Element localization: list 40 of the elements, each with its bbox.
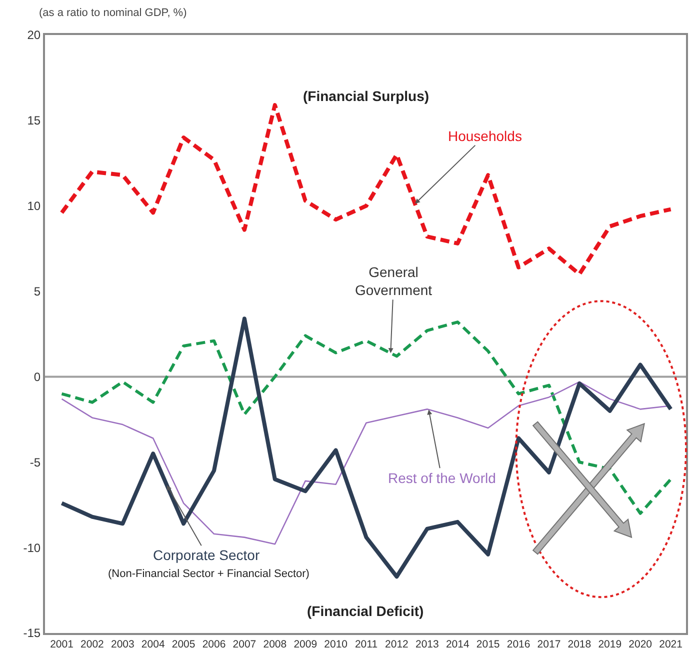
x-tick-label: 2006 (202, 638, 226, 651)
x-tick-label: 2016 (506, 638, 530, 651)
y-tick-label: 0 (34, 370, 41, 384)
x-tick-label: 2004 (141, 638, 165, 651)
x-tick-label: 2015 (476, 638, 500, 651)
x-tick-label: 2014 (446, 638, 470, 651)
x-tick-label: 2021 (659, 638, 683, 651)
x-tick-label: 2017 (537, 638, 561, 651)
y-tick-label: 10 (27, 199, 41, 214)
y-tick-label: -10 (23, 540, 41, 555)
x-tick-label: 2019 (598, 638, 622, 651)
x-tick-label: 2002 (80, 638, 104, 651)
x-tick-label: 2001 (50, 638, 74, 651)
x-tick-label: 2013 (415, 638, 439, 651)
x-tick-label: 2007 (232, 638, 256, 651)
y-tick-label: 15 (27, 114, 41, 128)
line-series (60, 316, 673, 579)
y-tick-label: -5 (30, 455, 41, 470)
y-tick-label: -15 (23, 626, 41, 640)
x-tick-label: 2003 (110, 638, 134, 651)
y-axis-title: (as a ratio to nominal GDP, %) (39, 7, 187, 19)
x-tick-label: 2012 (385, 638, 409, 651)
y-tick-label: 5 (34, 284, 41, 298)
annotation: (Financial Surplus) (303, 88, 430, 104)
x-tick-label: 2010 (324, 638, 348, 651)
x-tick-label: 2018 (568, 638, 592, 651)
x-tick-label: 2011 (354, 638, 378, 651)
x-tick-label: 2009 (294, 638, 318, 651)
y-tick-label: 20 (27, 28, 41, 42)
line-series (60, 103, 673, 276)
x-tick-label: 2005 (172, 638, 196, 651)
text: Rest of the World (388, 470, 496, 486)
x-tick-label: 2020 (628, 638, 652, 651)
annotation: (Non-Financial Sector + Financial Sector) (108, 568, 310, 580)
annotation: (Financial Deficit) (307, 603, 424, 619)
line-series (60, 320, 672, 515)
x-tick-label: 2008 (263, 638, 287, 651)
text: Households (448, 128, 522, 144)
text: Corporate Sector (153, 547, 260, 563)
text: General Government (355, 264, 432, 298)
